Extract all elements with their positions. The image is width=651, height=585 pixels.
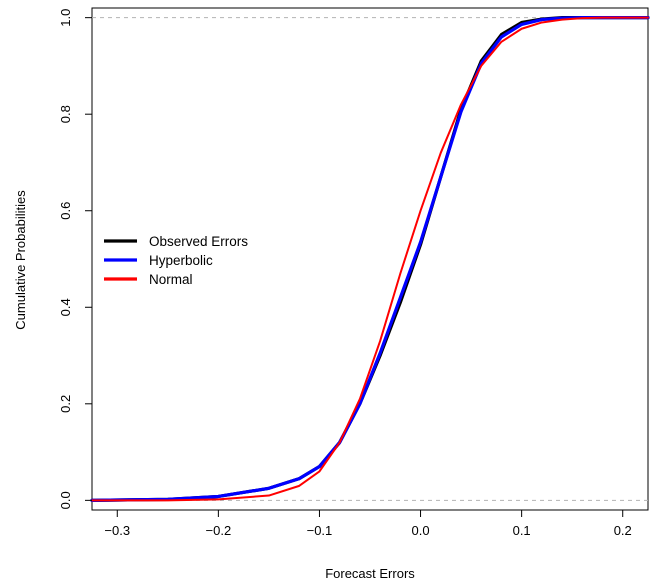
series-normal-line — [91, 16, 649, 502]
legend-label-observed-errors: Observed Errors — [149, 234, 248, 249]
y-tick-label: 0.8 — [58, 105, 73, 123]
series-layer — [90, 16, 650, 502]
x-tick-label: −0.3 — [104, 523, 130, 538]
y-axis: 0.0 0.2 0.4 0.6 0.8 1.0 — [58, 9, 92, 509]
plot-frame — [91, 7, 649, 511]
y-tick-label: 1.0 — [58, 9, 73, 27]
legend: Observed Errors Hyperbolic Normal — [104, 234, 248, 287]
x-tick-label: 0.0 — [412, 523, 430, 538]
y-tick-label: 0.4 — [58, 298, 73, 316]
x-tick-label: −0.2 — [206, 523, 232, 538]
series-hyperbolic-line — [90, 16, 650, 502]
y-axis-title: Cumulative Probabilities — [13, 190, 28, 330]
legend-label-hyperbolic: Hyperbolic — [149, 253, 213, 268]
y-tick-label: 0.0 — [58, 491, 73, 509]
legend-label-normal: Normal — [149, 272, 193, 287]
y-tick-label: 0.2 — [58, 395, 73, 413]
plot-area — [91, 7, 649, 511]
x-tick-label: −0.1 — [307, 523, 333, 538]
y-tick-label: 0.6 — [58, 202, 73, 220]
x-axis-title: Forecast Errors — [325, 566, 415, 581]
x-tick-label: 0.2 — [614, 523, 632, 538]
x-axis: −0.3 −0.2 −0.1 0.0 0.1 0.2 — [104, 510, 632, 538]
x-tick-label: 0.1 — [513, 523, 531, 538]
